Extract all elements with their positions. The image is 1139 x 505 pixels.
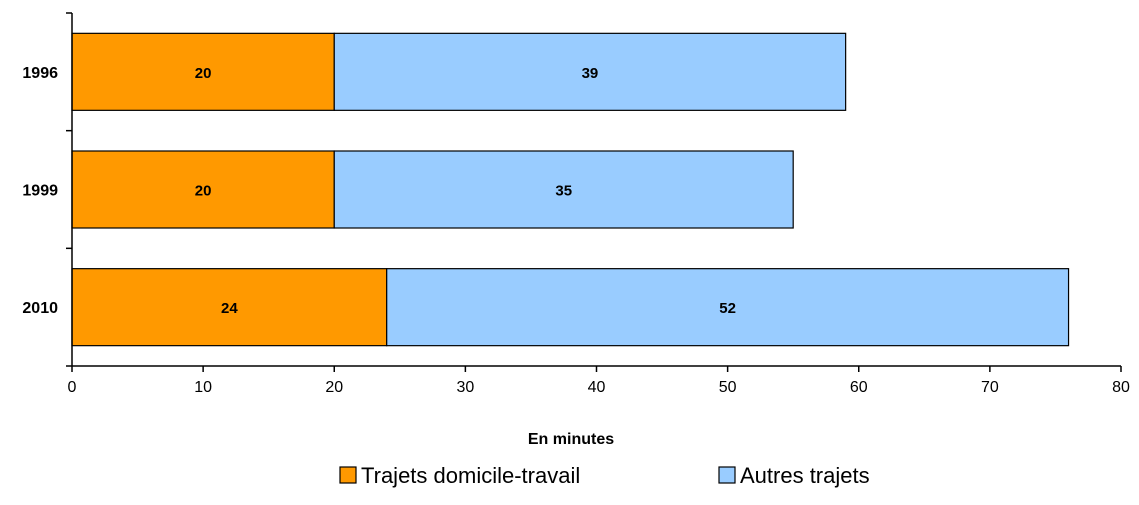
x-axis-title: En minutes	[528, 431, 614, 448]
data-label-2010-series-1: 24	[221, 300, 238, 317]
x-tick-label-30: 30	[456, 379, 474, 396]
x-tick-label-70: 70	[981, 379, 999, 396]
x-tick-label-50: 50	[719, 379, 737, 396]
data-label-1999-series-1: 20	[195, 183, 212, 200]
x-tick-label-80: 80	[1112, 379, 1130, 396]
data-label-1999-series-2: 35	[555, 183, 572, 200]
data-label-1996-series-2: 39	[582, 65, 599, 82]
legend-label-series-1: Trajets domicile-travail	[361, 463, 580, 488]
data-label-2010-series-2: 52	[719, 300, 736, 317]
bar-1999-series-1	[71, 150, 335, 229]
legend-swatch-series-2	[718, 466, 736, 484]
category-label-2010: 2010	[22, 300, 58, 317]
x-tick-label-60: 60	[850, 379, 868, 396]
bar-2010-series-1	[71, 268, 388, 347]
x-tick-label-40: 40	[588, 379, 606, 396]
bar-1996-series-1	[71, 32, 335, 111]
legend: Trajets domicile-travail Autres trajets	[339, 463, 870, 488]
x-tick-label-0: 0	[68, 379, 77, 396]
bar-2010-series-2	[386, 268, 1070, 347]
category-label-1996: 1996	[22, 65, 58, 82]
data-label-1996-series-1: 20	[195, 65, 212, 82]
axes-group: 1996 1999 2010 0 10 20 30 40 50 60 70 80	[22, 12, 1130, 396]
bar-1996-series-2	[333, 32, 847, 111]
x-tick-label-10: 10	[194, 379, 212, 396]
legend-label-series-2: Autres trajets	[740, 463, 870, 488]
x-tick-label-20: 20	[325, 379, 343, 396]
category-label-1999: 1999	[22, 183, 58, 200]
bars-group: 20 39 20 35 24 52	[71, 32, 1070, 347]
legend-swatch-series-1	[339, 466, 357, 484]
bar-1999-series-2	[333, 150, 794, 229]
